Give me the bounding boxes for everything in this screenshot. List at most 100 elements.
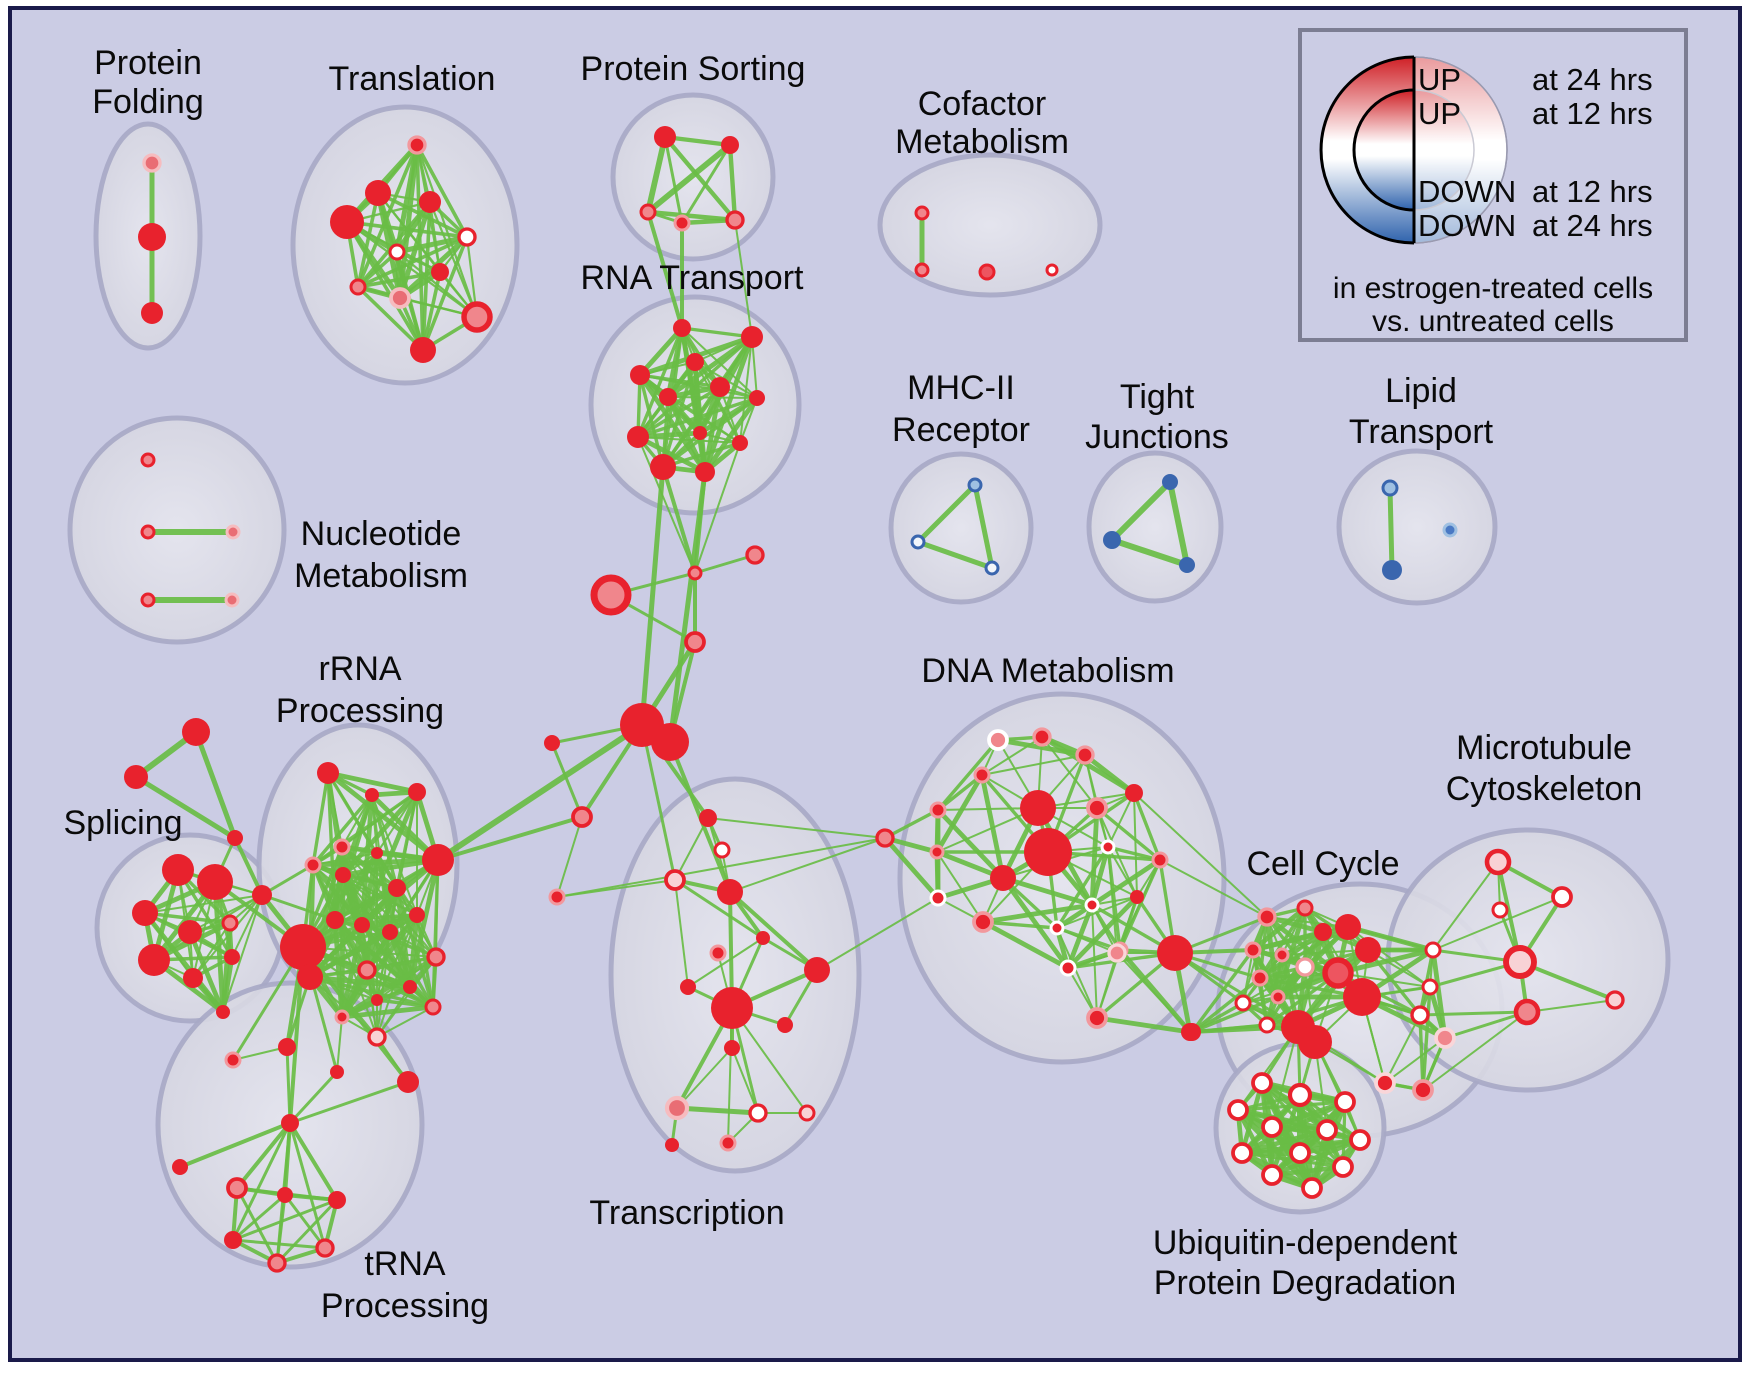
edge	[972, 482, 995, 571]
edge	[981, 736, 1043, 776]
cluster-lipid-transport-label: Transport	[1349, 413, 1494, 451]
edge	[980, 919, 1071, 971]
splicing-node	[138, 944, 170, 976]
edge	[307, 929, 393, 980]
edge	[1096, 952, 1118, 1019]
microtubule-cytoskeleton-node	[1491, 901, 1509, 919]
edge	[178, 1121, 292, 1169]
legend-direction-label: DOWN	[1418, 174, 1516, 209]
transcription-node	[777, 1017, 793, 1033]
rna-transport-node	[673, 319, 691, 337]
translation-node	[419, 191, 441, 213]
edge	[1236, 1100, 1347, 1112]
translation-node	[330, 205, 364, 239]
edge	[731, 1007, 808, 1114]
cluster-nucleotide-metabolism-label: Nucleotide	[301, 515, 462, 553]
dna-metabolism-node	[1059, 959, 1077, 977]
trna-processing-node	[226, 1177, 248, 1199]
edge	[645, 134, 668, 215]
cell-cycle-node	[1421, 978, 1439, 996]
rna-transport-node	[732, 435, 748, 451]
edge	[1173, 951, 1300, 1029]
ubiquitin-degradation-node	[1349, 1129, 1371, 1151]
lipid-transport-node	[1381, 479, 1399, 497]
edge	[645, 142, 733, 215]
edge	[1109, 479, 1173, 543]
edge	[550, 741, 584, 819]
edge	[1347, 926, 1431, 988]
edge	[637, 436, 741, 444]
edge	[1518, 960, 1617, 1002]
microtubule-cytoskeleton-node	[1551, 886, 1573, 908]
rrna-processing-node	[333, 838, 351, 856]
edge	[727, 1007, 733, 1144]
edge	[702, 395, 760, 475]
nucleotide-metabolism-node	[140, 452, 156, 468]
rrna-processing-node	[408, 783, 426, 801]
edge	[674, 879, 689, 988]
edge	[1132, 791, 1162, 862]
legend-footer-text: vs. untreated cells	[1372, 305, 1614, 338]
edge	[1107, 792, 1135, 848]
ubiquitin-degradation-node	[1261, 1116, 1283, 1138]
edge	[1190, 948, 1255, 1034]
edge	[662, 134, 738, 223]
edge	[1000, 875, 1071, 971]
edge	[1250, 924, 1351, 953]
transcription-node	[756, 931, 770, 945]
edge	[646, 210, 684, 330]
edge	[231, 1193, 287, 1242]
edge	[345, 220, 425, 352]
edge	[143, 911, 232, 925]
splicing-node	[252, 885, 272, 905]
dna-metabolism-node	[1125, 784, 1143, 802]
cluster-cofactor-metabolism-label: Metabolism	[895, 123, 1069, 161]
edge	[1237, 1026, 1299, 1111]
translation-node	[388, 243, 406, 261]
edge	[1314, 1041, 1361, 1141]
legend-footer-text: in estrogen-treated cells	[1333, 272, 1653, 305]
rrna-processing-node	[424, 998, 442, 1016]
tight-junctions-node	[1103, 531, 1121, 549]
edge	[275, 1193, 287, 1265]
edge	[345, 220, 479, 319]
edge	[816, 897, 939, 971]
cluster-rna-transport-label: RNA Transport	[581, 259, 805, 297]
transcription-node	[798, 1104, 816, 1122]
cluster-lipid-transport-ellipse	[1336, 448, 1498, 606]
edge	[1056, 927, 1118, 954]
rrna-processing-node	[422, 844, 454, 876]
rna-transport-node	[741, 326, 763, 348]
cell-cycle-node	[1251, 969, 1269, 987]
transcription-node	[719, 1134, 737, 1152]
rrna-processing-node	[365, 788, 379, 802]
cofactor-metabolism-node	[914, 262, 930, 278]
edge	[661, 396, 759, 469]
edge	[687, 937, 764, 988]
dna-metabolism-node	[1100, 839, 1116, 855]
edge	[693, 553, 757, 575]
trna-processing-node	[281, 1114, 299, 1132]
edge	[1432, 861, 1499, 951]
cell-cycle-node	[1343, 978, 1381, 1016]
splicing-node	[183, 968, 203, 988]
trna-processing-node	[397, 1071, 419, 1093]
edge	[376, 1006, 434, 1038]
cluster-cofactor-metabolism-ellipse	[877, 152, 1103, 298]
trna-processing-node	[224, 1051, 242, 1069]
legend-outer-arc	[1319, 55, 1415, 245]
cell-cycle-node	[1314, 923, 1332, 941]
cell-cycle-node	[1374, 1072, 1396, 1094]
cluster-cofactor-metabolism-label: Cofactor	[918, 85, 1047, 123]
cluster-microtubule-cytoskeleton-label: Microtubule	[1456, 729, 1632, 767]
cluster-tight-junctions-ellipse	[1086, 450, 1224, 604]
edge	[428, 200, 479, 319]
dna-metabolism-node	[1020, 790, 1056, 826]
dna-metabolism-node	[1086, 797, 1108, 819]
cell-cycle-node	[1183, 1023, 1201, 1041]
edge	[415, 913, 435, 1009]
cluster-dna-metabolism-label: DNA Metabolism	[921, 652, 1174, 690]
transcription-node	[680, 979, 696, 995]
microtubule-cytoskeleton-node	[1513, 998, 1541, 1026]
edge	[676, 1047, 733, 1109]
